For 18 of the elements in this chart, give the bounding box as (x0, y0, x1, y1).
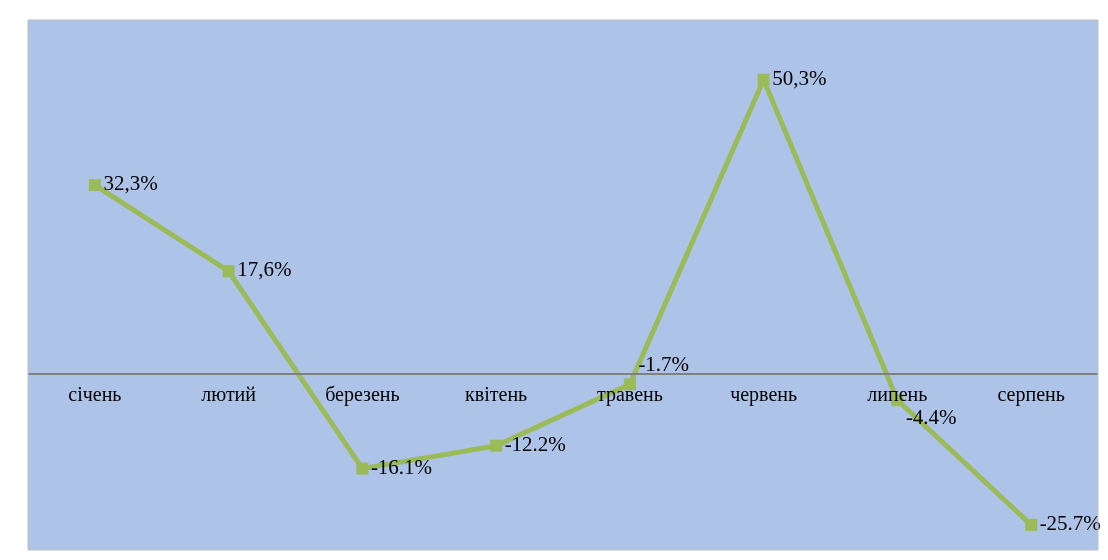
x-tick-label: серпень (997, 383, 1065, 407)
point (222, 265, 235, 278)
data-label: -1.7% (638, 351, 690, 376)
point (1025, 518, 1038, 531)
x-tick-label: квітень (465, 383, 528, 406)
x-tick-label: січень (68, 383, 122, 406)
data-label: 17,6% (237, 257, 292, 282)
point (757, 73, 770, 86)
x-tick-label: червень (730, 383, 798, 407)
point (490, 439, 503, 452)
data-label: 50,3% (772, 65, 827, 90)
x-tick-label: лютий (201, 383, 257, 406)
data-label: -12.2% (504, 432, 566, 457)
data-label: -25.7% (1039, 511, 1101, 536)
data-label: 32,3% (103, 171, 158, 196)
x-tick-label: березень (325, 383, 400, 407)
point (356, 462, 369, 475)
point (88, 179, 101, 192)
